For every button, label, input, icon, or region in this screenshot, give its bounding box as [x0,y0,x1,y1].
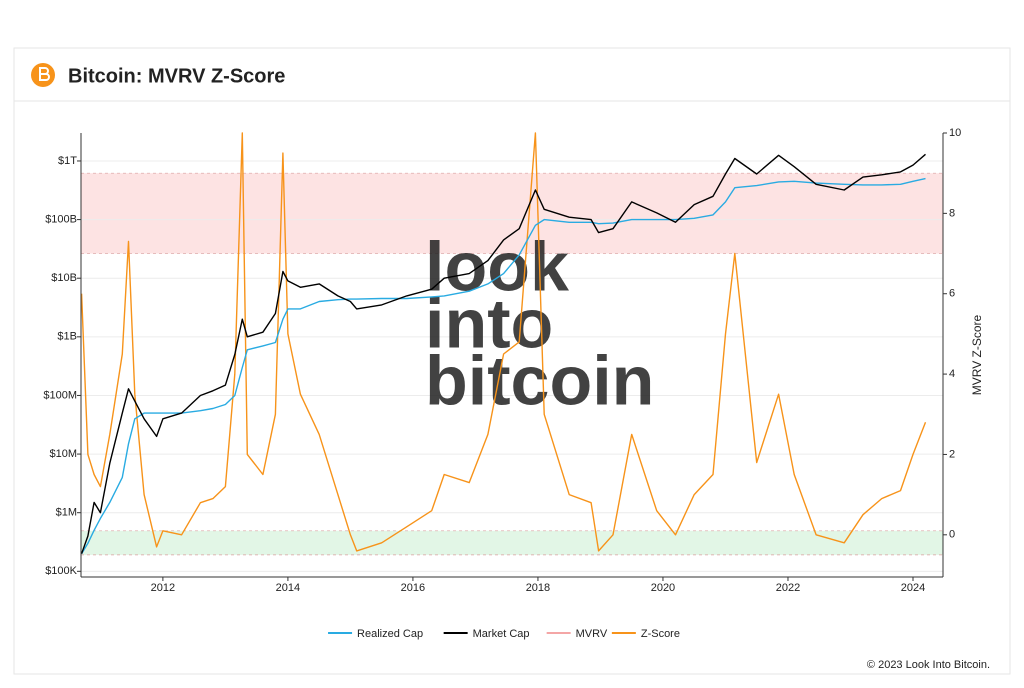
legend-item: MVRV [546,628,608,640]
y-tick-label: $10M [49,448,77,460]
y-tick-label: $1B [57,331,77,343]
legend-item: Realized Cap [328,628,423,640]
legend-label: Z-Score [641,628,680,640]
y2-tick-label: 8 [949,207,955,219]
y-tick-label: $1M [56,507,77,519]
y-tick-label: $1T [58,155,77,167]
card [13,47,1011,675]
x-tick-label: 2018 [526,582,550,594]
series-line [80,132,927,552]
x-tick-label: 2024 [901,582,925,594]
series-line [81,177,926,555]
y2-axis-label: MVRV Z-Score [970,314,984,395]
y2-tick-label: 0 [949,529,955,541]
band [81,530,943,555]
y-tick-label: $100M [43,389,77,401]
y2-tick-label: 6 [949,288,955,300]
legend-label: MVRV [576,628,608,640]
y2-tick-label: 10 [949,127,961,139]
watermark: into [425,284,553,362]
x-tick-label: 2014 [276,582,300,594]
legend-item: Market Cap [443,628,530,640]
y2-tick-label: 4 [949,368,955,380]
x-tick-label: 2016 [401,582,425,594]
copyright: © 2023 Look Into Bitcoin. [867,659,990,671]
x-tick-label: 2020 [651,582,675,594]
x-tick-label: 2012 [151,582,175,594]
y-tick-label: $100B [45,213,77,225]
watermark: look [425,227,569,305]
x-tick-label: 2022 [776,582,800,594]
legend-item: Z-Score [611,628,680,640]
chart-title: Bitcoin: MVRV Z-Score [68,65,285,87]
plot: $100K $1M $10M $100M $1B $10B $100B $1T 0 2 4 6 8 10 2… [43,127,961,640]
bitcoin-icon-glyph [39,67,50,81]
band [81,173,943,254]
y-tick-label: $100K [45,565,77,577]
legend-label: Realized Cap [357,628,423,640]
y2-tick-label: 2 [949,448,955,460]
legend-label: Market Cap [473,628,530,640]
series-line [80,153,926,554]
y-tick-label: $10B [51,272,77,284]
watermark: bitcoin [425,341,654,419]
